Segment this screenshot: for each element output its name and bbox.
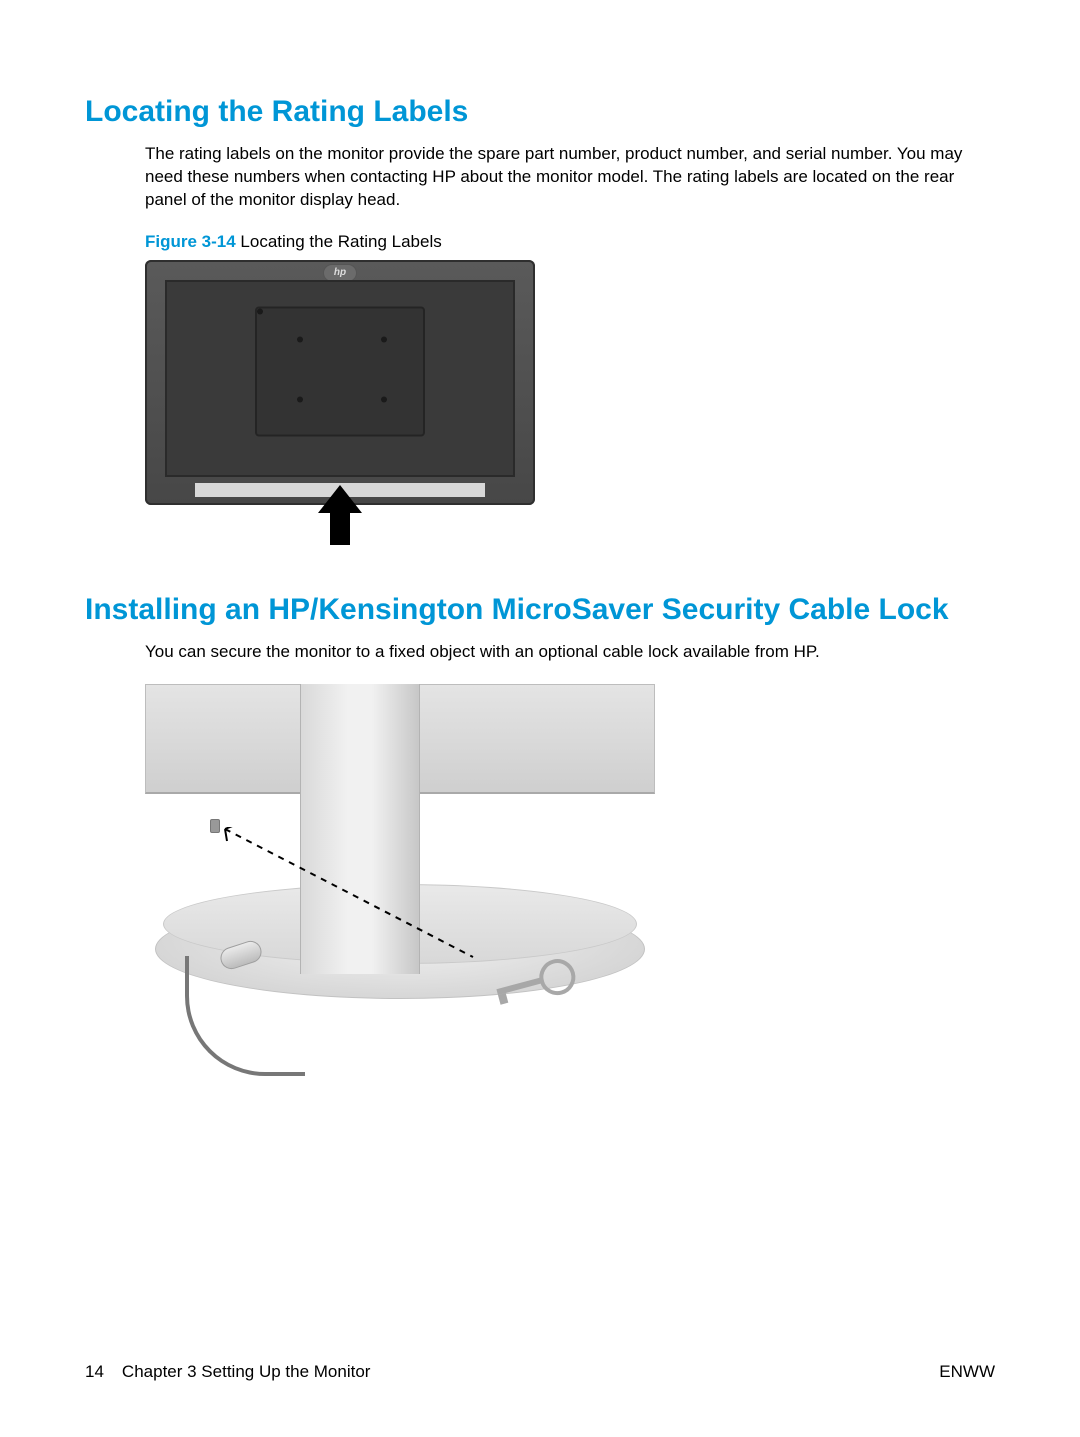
figure-title: Locating the Rating Labels [236,232,442,251]
security-cable-icon [185,956,305,1076]
page-number: 14 [85,1362,104,1382]
arrow-up-icon [330,505,350,545]
figure-monitor-rear: hp [145,260,995,553]
footer-right-code: ENWW [939,1362,995,1382]
kensington-slot-icon [210,819,220,833]
section-heading-rating-labels: Locating the Rating Labels [85,95,995,129]
figure-number: Figure 3-14 [145,232,236,251]
figure-caption-3-14: Figure 3-14 Locating the Rating Labels [145,232,995,252]
page-footer: 14 Chapter 3 Setting Up the Monitor ENWW [85,1362,995,1382]
section-heading-cable-lock: Installing an HP/Kensington MicroSaver S… [85,593,995,627]
paragraph-cable-lock: You can secure the monitor to a fixed ob… [145,641,995,664]
paragraph-rating-labels: The rating labels on the monitor provide… [145,143,995,212]
vesa-mount-icon [255,307,425,437]
chapter-title: Chapter 3 Setting Up the Monitor [122,1362,371,1382]
figure-cable-lock [145,684,995,1064]
monitor-rear-panel [165,280,515,477]
